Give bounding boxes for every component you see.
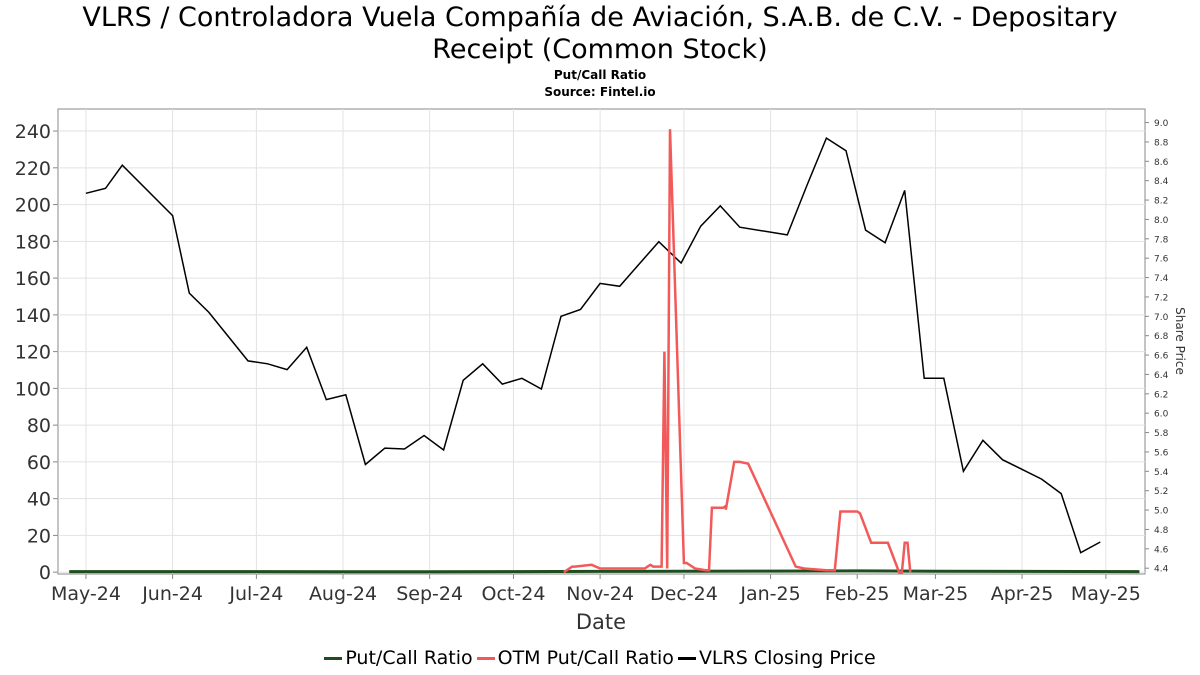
left-tick-label: 220 xyxy=(15,158,51,180)
right-tick-label: 7.0 xyxy=(1154,313,1169,323)
right-tick-label: 7.8 xyxy=(1154,235,1169,245)
legend-item-closing-price: VLRS Closing Price xyxy=(677,647,876,669)
right-tick-label: 5.0 xyxy=(1154,507,1169,517)
left-tick-label: 100 xyxy=(15,378,51,400)
right-tick-label: 7.4 xyxy=(1154,274,1169,284)
series-line-vlrs-closing-price xyxy=(85,136,1101,554)
legend-swatch-otm-put-call xyxy=(476,656,495,660)
x-tick-label: Dec-24 xyxy=(650,583,718,605)
right-tick-label: 6.8 xyxy=(1154,332,1169,342)
x-tick-label: Feb-25 xyxy=(825,583,890,605)
legend-swatch-put-call xyxy=(324,656,343,660)
right-tick-label: 4.4 xyxy=(1154,565,1169,575)
left-tick-label: 40 xyxy=(27,489,51,511)
right-tick-label: 8.0 xyxy=(1154,216,1169,226)
legend-label-put-call: Put/Call Ratio xyxy=(345,647,473,669)
right-y-axis: 4.4 4.6 4.8 5.0 5.2 5.4 5.6 5.8 6.0 6.2 6.4 6.6 6.8 7… xyxy=(1145,119,1169,575)
right-tick-label: 6.6 xyxy=(1154,352,1169,362)
right-tick-label: 5.2 xyxy=(1154,487,1168,497)
chart-subtitle: Put/Call Ratio xyxy=(553,68,647,82)
series-line-put-call-ratio xyxy=(69,569,1140,574)
right-tick-label: 9.0 xyxy=(1154,119,1169,129)
right-tick-label: 8.8 xyxy=(1154,138,1169,148)
x-tick-label: Sep-24 xyxy=(396,583,463,605)
legend-label-otm-put-call: OTM Put/Call Ratio xyxy=(497,647,674,669)
x-tick-label: Oct-24 xyxy=(482,583,546,605)
x-tick-label: Aug-24 xyxy=(309,583,377,605)
x-tick-label: Jan-25 xyxy=(739,583,800,605)
series-line-otm-put-call-ratio xyxy=(563,129,912,574)
left-tick-label: 60 xyxy=(27,452,51,474)
right-tick-label: 7.6 xyxy=(1154,255,1169,265)
left-tick-label: 20 xyxy=(27,525,51,547)
chart-title-line-2: Receipt (Common Stock) xyxy=(432,34,768,65)
chart-title-line-1: VLRS / Controladora Vuela Compañía de Av… xyxy=(82,2,1118,33)
legend-label-closing-price: VLRS Closing Price xyxy=(698,647,876,669)
left-tick-label: 140 xyxy=(15,305,51,327)
right-tick-label: 7.2 xyxy=(1154,293,1168,303)
legend-item-otm-put-call: OTM Put/Call Ratio xyxy=(476,647,674,669)
left-tick-label: 0 xyxy=(39,562,51,584)
left-tick-label: 120 xyxy=(15,342,51,364)
right-tick-label: 6.4 xyxy=(1154,371,1169,381)
x-tick-label: Nov-24 xyxy=(566,583,634,605)
legend-item-put-call: Put/Call Ratio xyxy=(324,647,473,669)
left-tick-label: 160 xyxy=(15,268,51,290)
left-tick-label: 240 xyxy=(15,121,51,143)
x-tick-label: Mar-25 xyxy=(903,583,969,605)
legend-swatch-closing-price xyxy=(677,656,696,660)
right-tick-label: 8.4 xyxy=(1154,177,1169,187)
chart-source: Source: Fintel.io xyxy=(544,85,656,99)
legend: Put/Call Ratio OTM Put/Call Ratio VLRS C… xyxy=(0,647,1200,669)
left-tick-label: 200 xyxy=(15,195,51,217)
right-tick-label: 6.0 xyxy=(1154,410,1169,420)
right-tick-label: 5.8 xyxy=(1154,429,1169,439)
x-tick-label: Apr-25 xyxy=(991,583,1054,605)
right-tick-label: 5.4 xyxy=(1154,468,1169,478)
x-axis-label: Date xyxy=(576,610,626,634)
right-tick-label: 8.2 xyxy=(1154,197,1168,207)
x-tick-label: May-25 xyxy=(1071,583,1141,605)
right-y-axis-label: Share Price xyxy=(1173,307,1187,375)
right-tick-label: 6.2 xyxy=(1154,390,1168,400)
right-tick-label: 4.8 xyxy=(1154,526,1169,536)
x-axis: May-24 Jun-24 Jul-24 Aug-24 Sep-24 Oct-24 Nov-… xyxy=(51,574,1141,605)
x-tick-label: Jun-24 xyxy=(141,583,203,605)
x-tick-label: May-24 xyxy=(51,583,121,605)
left-y-axis: 0 20 40 60 80 100 120 140 160 180 200 220 240 xyxy=(15,121,58,584)
plot-frame xyxy=(57,108,1146,575)
right-tick-label: 5.6 xyxy=(1154,448,1169,458)
series-layer xyxy=(69,129,1140,574)
right-tick-label: 8.6 xyxy=(1154,158,1169,168)
left-tick-label: 180 xyxy=(15,231,51,253)
x-tick-label: Jul-24 xyxy=(228,583,283,605)
right-tick-label: 4.6 xyxy=(1154,545,1169,555)
left-tick-label: 80 xyxy=(27,415,51,437)
